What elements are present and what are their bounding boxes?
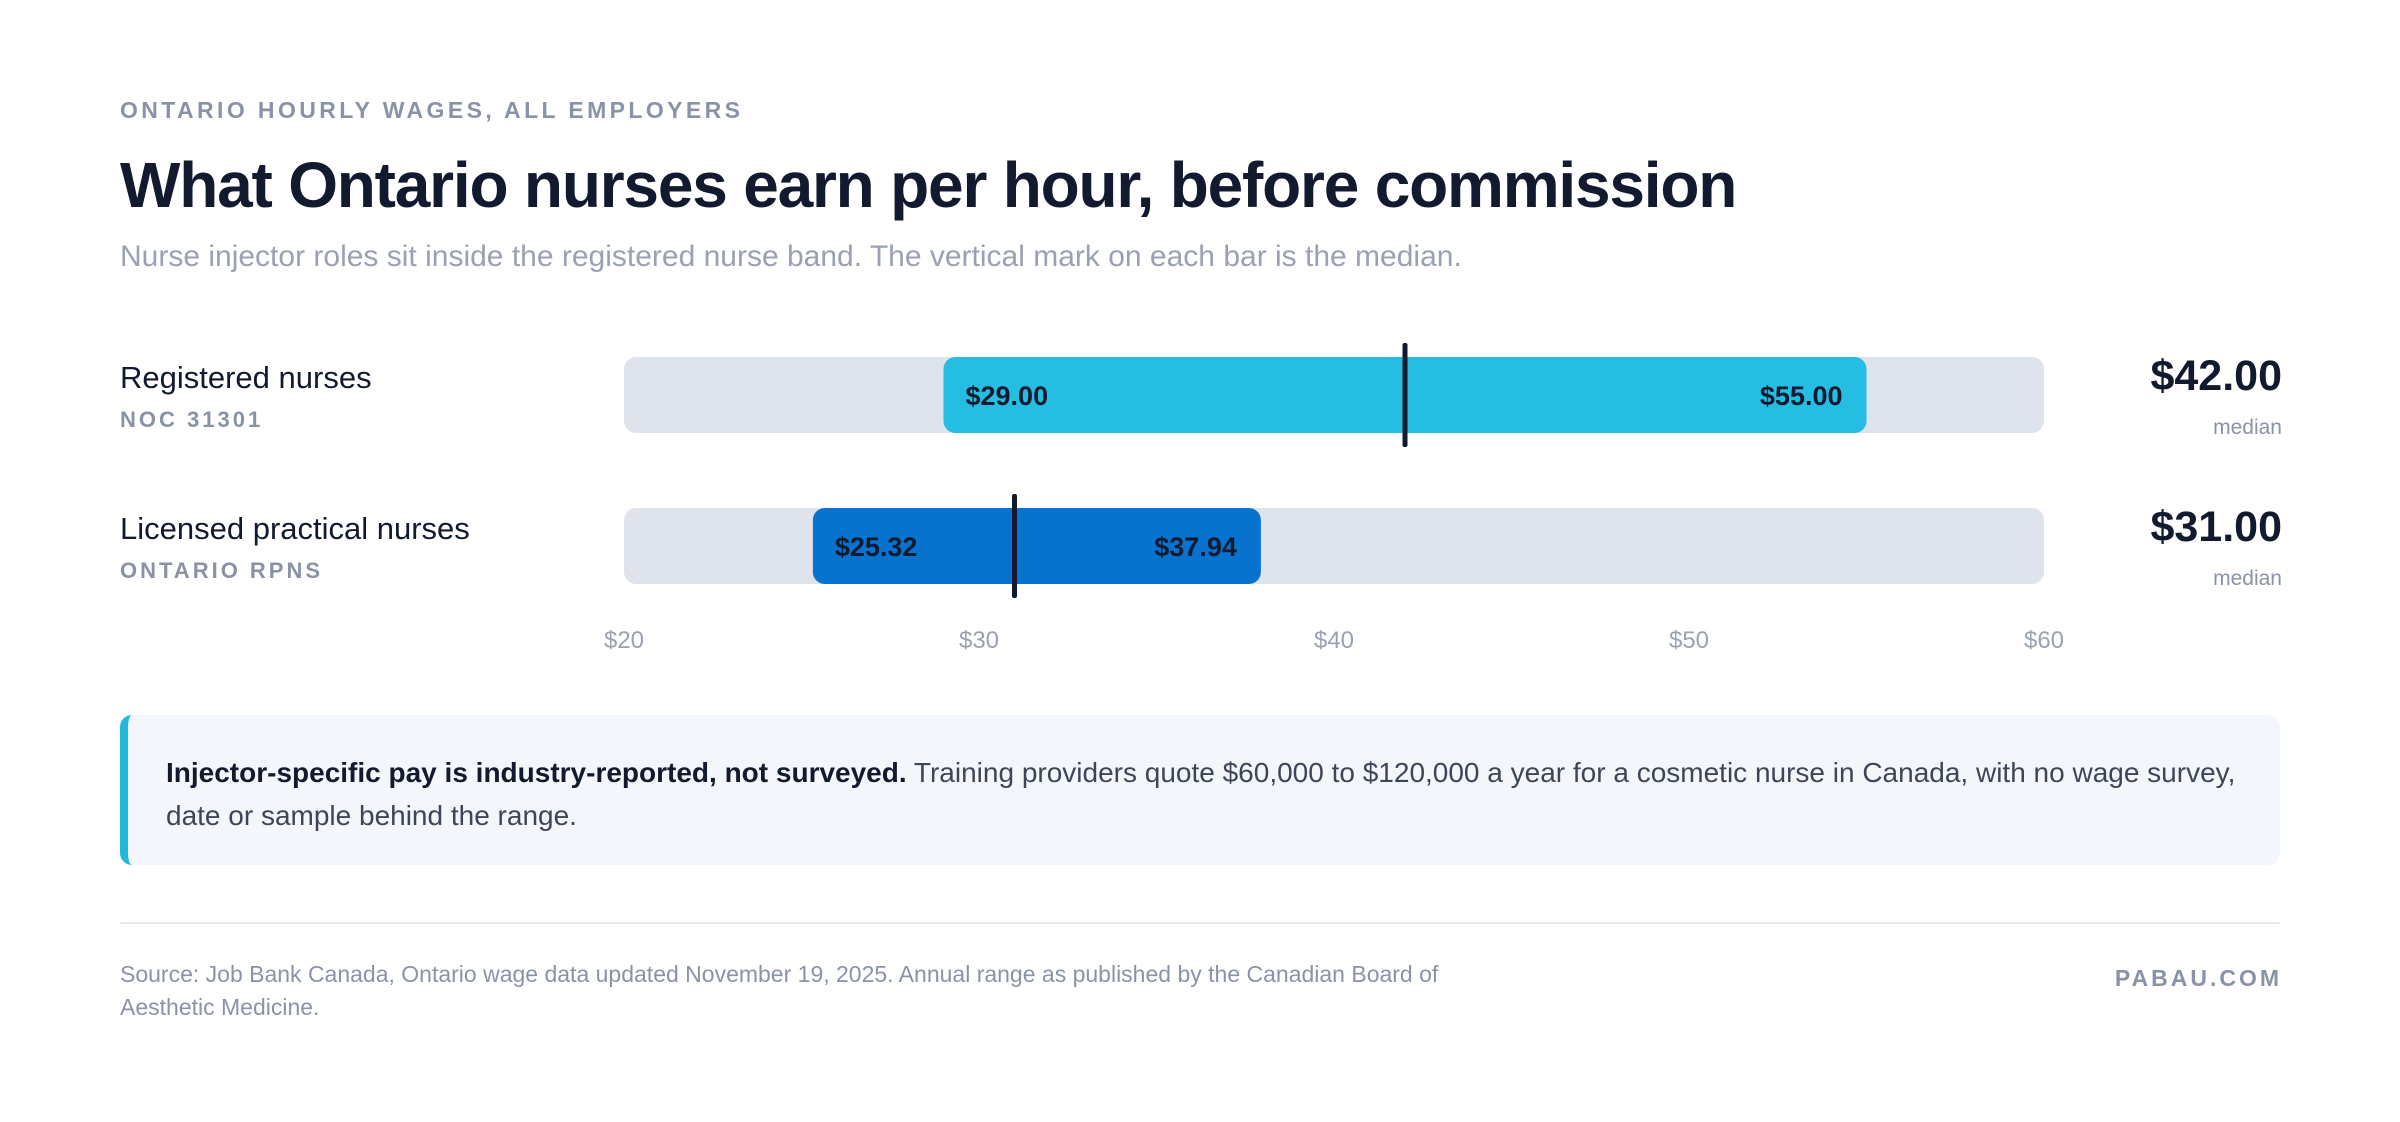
footer-divider <box>120 922 2280 924</box>
x-tick-label: $50 <box>1669 627 1709 654</box>
brand-label: PABAU.COM <box>2114 965 2282 991</box>
row-sublabel-registered-nurses: NOC 31301 <box>120 407 264 432</box>
row-label-registered-nurses: Registered nurses <box>120 360 372 395</box>
median-mark-licensed-practical-nurses <box>1012 494 1017 598</box>
median-value-licensed-practical-nurses: $31.00 <box>2150 503 2282 551</box>
note-callout: Injector-specific pay is industry-report… <box>120 715 2280 865</box>
row-label-licensed-practical-nurses: Licensed practical nurses <box>120 511 470 546</box>
chart-subtitle: Nurse injector roles sit inside the regi… <box>120 240 1462 273</box>
range-bar-chart: $29.00 $55.00 $25.32 $37.94 $20 $30 $40 $50 $60 <box>604 343 2064 654</box>
low-label-registered-nurses: $29.00 <box>966 381 1049 411</box>
median-value-registered-nurses: $42.00 <box>2150 352 2282 400</box>
range-bar-licensed-practical-nurses <box>812 508 1261 584</box>
x-tick-label: $30 <box>959 627 999 654</box>
x-tick-label: $60 <box>2024 627 2064 654</box>
high-label-registered-nurses: $55.00 <box>1760 381 1843 411</box>
median-mark-registered-nurses <box>1402 343 1408 447</box>
median-caption-licensed-practical-nurses: median <box>2213 567 2282 590</box>
row-sublabel-licensed-practical-nurses: ONTARIO RPNS <box>120 558 324 583</box>
low-label-licensed-practical-nurses: $25.32 <box>835 532 918 562</box>
eyebrow-label: ONTARIO HOURLY WAGES, ALL EMPLOYERS <box>120 97 744 123</box>
x-tick-label: $40 <box>1314 627 1354 654</box>
x-tick-label: $20 <box>604 627 644 654</box>
median-caption-registered-nurses: median <box>2213 416 2282 439</box>
high-label-licensed-practical-nurses: $37.94 <box>1154 532 1237 562</box>
callout-heading: Injector-specific pay is industry-report… <box>166 757 907 788</box>
chart-title: What Ontario nurses earn per hour, befor… <box>120 149 1737 221</box>
callout-text: Training providers quote $60,000 to $120… <box>166 757 2236 831</box>
source-note: Source: Job Bank Canada, Ontario wage da… <box>120 961 1439 1020</box>
